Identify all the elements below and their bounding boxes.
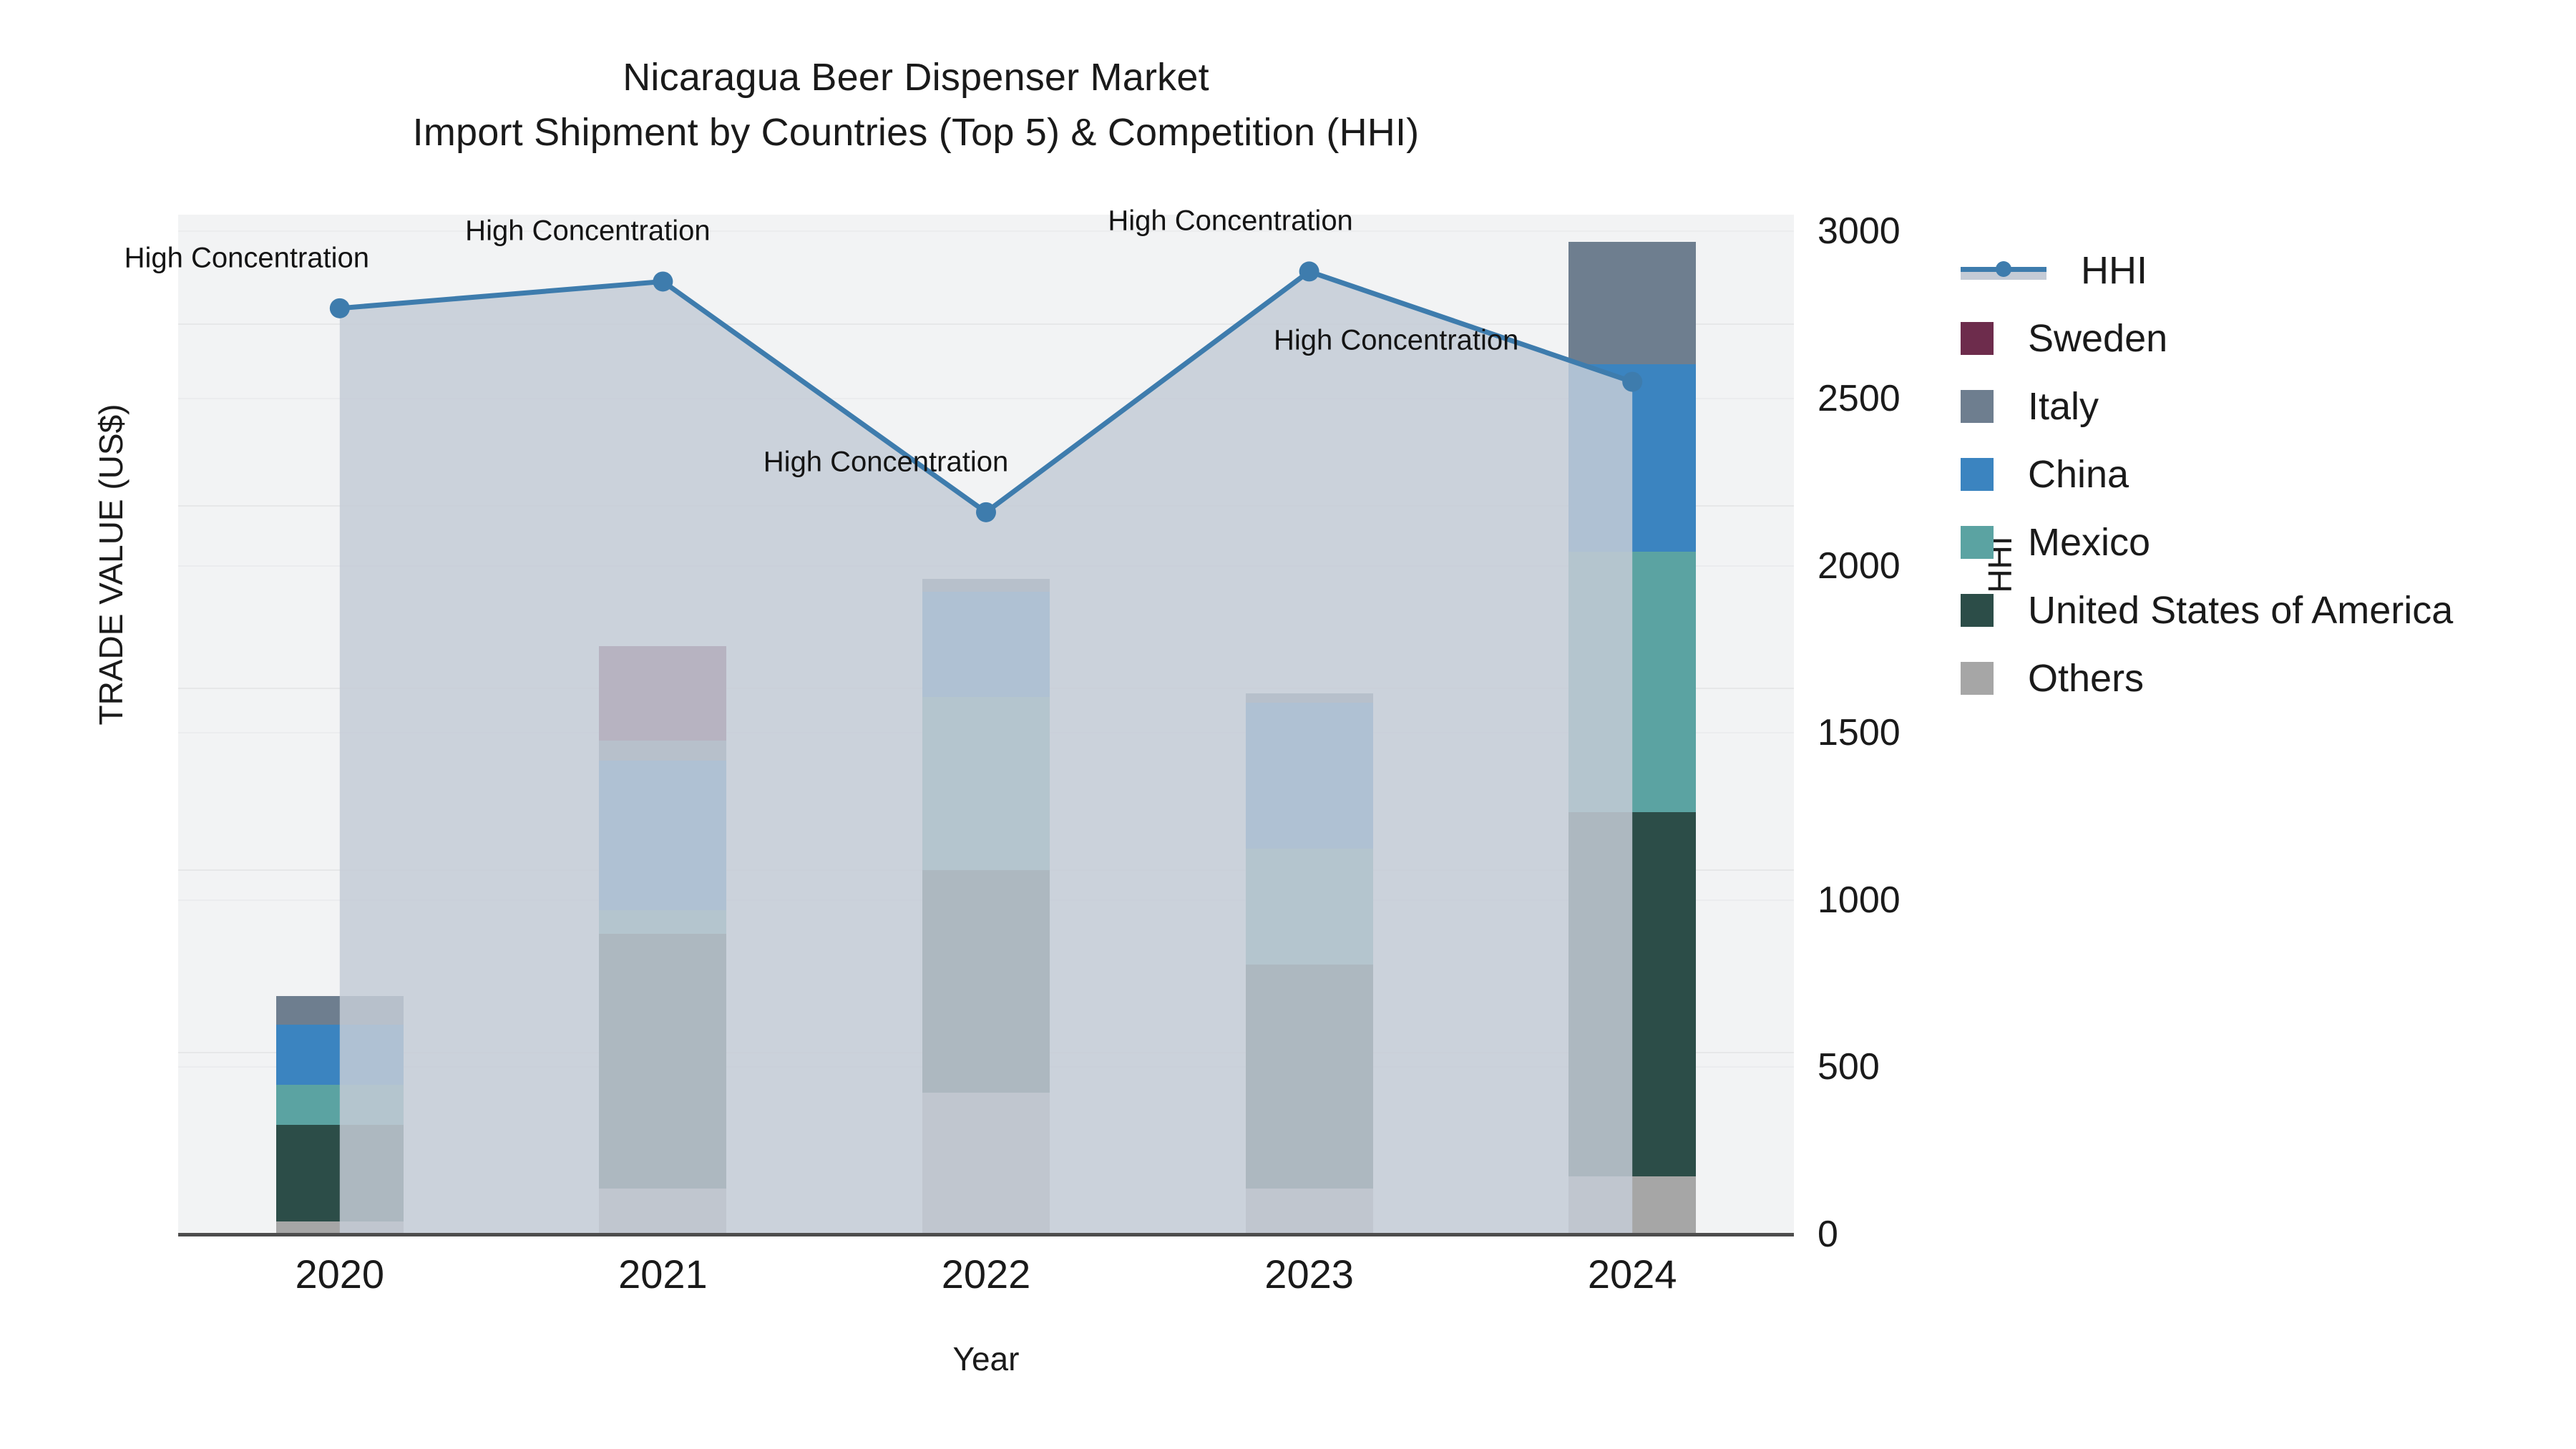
x-tick-2022: 2022: [941, 1252, 1031, 1297]
hhi-annotation-2020: High Concentration: [124, 242, 370, 274]
hhi-annotation-2021: High Concentration: [465, 215, 711, 247]
bar-segment-others[interactable]: [599, 1189, 727, 1234]
bar-group-2022[interactable]: [922, 578, 1050, 1234]
bar-segment-china[interactable]: [275, 1025, 404, 1085]
bar-segment-china[interactable]: [1245, 703, 1373, 849]
bar-group-2023[interactable]: [1245, 693, 1373, 1234]
hhi-marker-2023[interactable]: [1299, 261, 1319, 282]
bar-segment-united-states-of-america[interactable]: [922, 870, 1050, 1093]
bar-segment-others[interactable]: [1245, 1189, 1373, 1234]
legend-swatch-icon: [1961, 389, 1994, 423]
legend-item-united-states-of-america[interactable]: United States of America: [1961, 576, 2562, 644]
y-tick-right-500: 500: [1818, 1046, 1880, 1088]
y-tick-right-2000: 2000: [1818, 545, 1901, 587]
legend-item-sweden[interactable]: Sweden: [1961, 304, 2562, 372]
chart-legend: HHI Sweden Italy China Mexico United States o…: [1961, 236, 2562, 712]
legend-line-marker-icon: [1961, 254, 2046, 287]
x-tick-2023: 2023: [1264, 1252, 1354, 1297]
y-tick-right-1000: 1000: [1818, 879, 1901, 921]
legend-item-mexico[interactable]: Mexico: [1961, 508, 2562, 576]
bar-segment-china[interactable]: [599, 761, 727, 911]
legend-label: HHI: [2081, 248, 2147, 292]
legend-item-italy[interactable]: Italy: [1961, 372, 2562, 440]
bar-segment-united-states-of-america[interactable]: [1568, 811, 1697, 1176]
legend-label: Mexico: [2028, 520, 2151, 564]
legend-swatch-icon: [1961, 457, 1994, 491]
bar-segment-china[interactable]: [1568, 364, 1697, 552]
chart-title: Nicaragua Beer Dispenser Market: [623, 56, 1209, 99]
gridline-right-2000: [178, 565, 1794, 567]
bar-segment-mexico[interactable]: [275, 1085, 404, 1126]
legend-item-others[interactable]: Others: [1961, 644, 2562, 712]
gridline-left-5M: [178, 323, 1794, 325]
legend-label: Others: [2028, 656, 2145, 700]
bar-segment-united-states-of-america[interactable]: [275, 1125, 404, 1222]
x-tick-2021: 2021: [618, 1252, 708, 1297]
bar-segment-italy[interactable]: [599, 741, 727, 761]
y-tick-right-1500: 1500: [1818, 712, 1901, 754]
y-axis-title-left: TRADE VALUE (US$): [92, 404, 130, 726]
legend-swatch-icon: [1961, 593, 1994, 627]
hhi-marker-2020[interactable]: [329, 298, 350, 318]
legend-line-dot: [1996, 260, 2011, 277]
gridline-left-4M: [178, 505, 1794, 507]
bar-segment-italy[interactable]: [275, 995, 404, 1025]
x-axis-line: [178, 1233, 1794, 1236]
legend-label: United States of America: [2028, 588, 2454, 632]
bar-segment-mexico[interactable]: [599, 910, 727, 935]
chart-title-block: Nicaragua Beer Dispenser Market Import S…: [0, 50, 1832, 160]
bar-segment-italy[interactable]: [1245, 693, 1373, 703]
legend-label: Sweden: [2028, 316, 2168, 360]
legend-label: Italy: [2028, 384, 2099, 428]
x-tick-2020: 2020: [295, 1252, 385, 1297]
bar-group-2021[interactable]: [599, 646, 727, 1234]
gridline-right-3000: [178, 230, 1794, 233]
bar-segment-united-states-of-america[interactable]: [1245, 965, 1373, 1189]
bar-segment-mexico[interactable]: [1568, 551, 1697, 812]
hhi-marker-2021[interactable]: [653, 271, 673, 292]
bar-group-2024[interactable]: [1568, 242, 1697, 1234]
legend-label: China: [2028, 452, 2129, 496]
bar-segment-others[interactable]: [922, 1092, 1050, 1234]
bar-segment-italy[interactable]: [1568, 242, 1697, 364]
bar-segment-china[interactable]: [922, 591, 1050, 698]
hhi-annotation-2022: High Concentration: [763, 446, 1009, 478]
y-tick-right-2500: 2500: [1818, 377, 1901, 419]
gridline-right-2500: [178, 397, 1794, 399]
hhi-annotation-2024: High Concentration: [1273, 324, 1519, 356]
y-tick-right-0: 0: [1818, 1214, 1838, 1255]
legend-item-china[interactable]: China: [1961, 440, 2562, 508]
hhi-annotation-2023: High Concentration: [1108, 205, 1353, 237]
legend-swatch-icon: [1961, 321, 1994, 355]
legend-swatch-icon: [1961, 525, 1994, 559]
bar-segment-italy[interactable]: [922, 578, 1050, 592]
bar-segment-united-states-of-america[interactable]: [599, 934, 727, 1189]
x-tick-2024: 2024: [1587, 1252, 1677, 1297]
bar-segment-others[interactable]: [1568, 1176, 1697, 1234]
bar-segment-mexico[interactable]: [1245, 848, 1373, 965]
bar-segment-mexico[interactable]: [922, 697, 1050, 871]
plot-area: [178, 215, 1794, 1235]
bar-group-2020[interactable]: [275, 995, 404, 1234]
bar-segment-sweden[interactable]: [599, 646, 727, 741]
x-axis-title: Year: [952, 1340, 1020, 1377]
legend-swatch-icon: [1961, 661, 1994, 695]
chart-subtitle: Import Shipment by Countries (Top 5) & C…: [412, 110, 1420, 154]
legend-item-hhi[interactable]: HHI: [1961, 236, 2562, 304]
y-tick-right-3000: 3000: [1818, 210, 1901, 253]
